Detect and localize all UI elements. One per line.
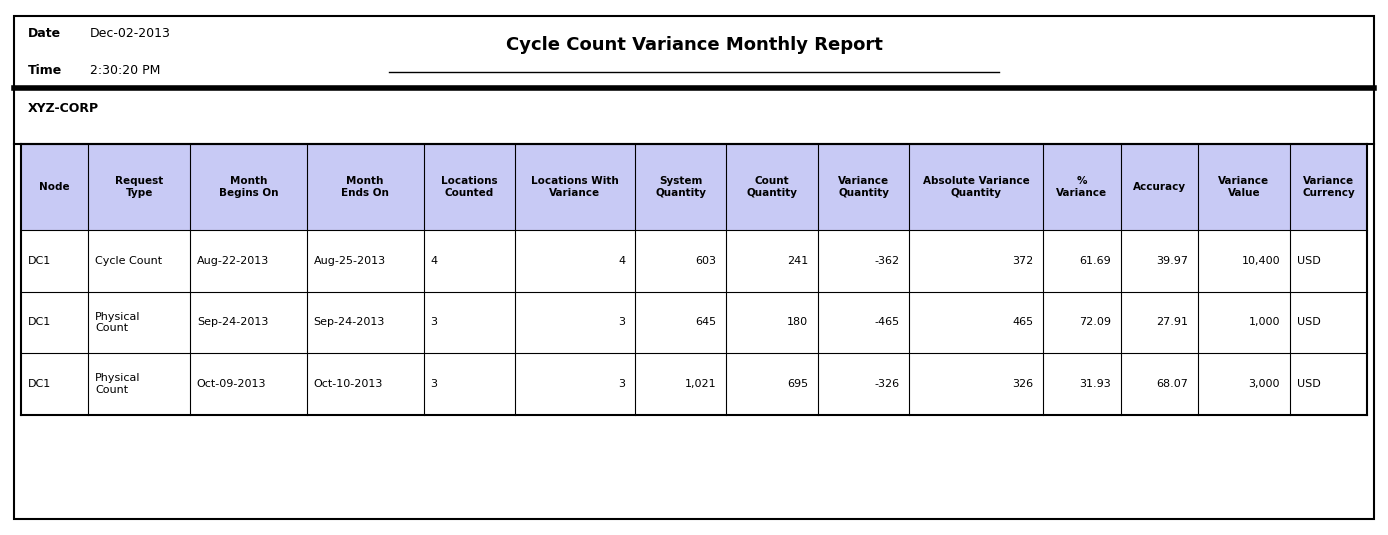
Text: DC1: DC1 (28, 256, 51, 266)
Text: 695: 695 (787, 379, 808, 389)
Text: 31.93: 31.93 (1080, 379, 1110, 389)
Text: USD: USD (1296, 256, 1320, 266)
Text: Variance
Currency: Variance Currency (1302, 177, 1355, 198)
Text: 4: 4 (618, 256, 625, 266)
Text: 241: 241 (787, 256, 808, 266)
Text: 72.09: 72.09 (1078, 317, 1110, 327)
Text: 3: 3 (430, 317, 437, 327)
Text: 61.69: 61.69 (1080, 256, 1110, 266)
Text: Variance
Quantity: Variance Quantity (838, 177, 890, 198)
Text: Date: Date (28, 27, 61, 40)
Text: 3: 3 (430, 379, 437, 389)
Text: USD: USD (1296, 379, 1320, 389)
Text: Sep-24-2013: Sep-24-2013 (314, 317, 384, 327)
Text: -362: -362 (874, 256, 899, 266)
Text: 27.91: 27.91 (1156, 317, 1188, 327)
Text: 10,400: 10,400 (1241, 256, 1280, 266)
Text: Variance
Value: Variance Value (1219, 177, 1270, 198)
Text: 603: 603 (695, 256, 716, 266)
Text: DC1: DC1 (28, 379, 51, 389)
Text: Cycle Count Variance Monthly Report: Cycle Count Variance Monthly Report (505, 36, 883, 55)
Text: 645: 645 (695, 317, 716, 327)
Text: 3: 3 (618, 317, 625, 327)
Text: Dec-02-2013: Dec-02-2013 (90, 27, 171, 40)
Text: Absolute Variance
Quantity: Absolute Variance Quantity (923, 177, 1030, 198)
Text: USD: USD (1296, 317, 1320, 327)
Text: Physical
Count: Physical Count (96, 373, 140, 395)
Text: Aug-22-2013: Aug-22-2013 (197, 256, 269, 266)
Text: Oct-10-2013: Oct-10-2013 (314, 379, 383, 389)
Text: Oct-09-2013: Oct-09-2013 (197, 379, 266, 389)
Text: 465: 465 (1012, 317, 1034, 327)
Text: Accuracy: Accuracy (1133, 182, 1185, 192)
Text: Sep-24-2013: Sep-24-2013 (197, 317, 268, 327)
Text: Physical
Count: Physical Count (96, 311, 140, 333)
Text: 326: 326 (1012, 379, 1034, 389)
Text: Aug-25-2013: Aug-25-2013 (314, 256, 386, 266)
Text: -465: -465 (874, 317, 899, 327)
Text: %
Variance: % Variance (1056, 177, 1108, 198)
Text: 68.07: 68.07 (1156, 379, 1188, 389)
Text: 3,000: 3,000 (1249, 379, 1280, 389)
Text: 4: 4 (430, 256, 437, 266)
Text: Request
Type: Request Type (115, 177, 164, 198)
Text: Locations With
Variance: Locations With Variance (532, 177, 619, 198)
Text: Time: Time (28, 64, 62, 77)
Text: 180: 180 (787, 317, 808, 327)
Text: 1,000: 1,000 (1249, 317, 1280, 327)
Text: Count
Quantity: Count Quantity (747, 177, 798, 198)
Text: Cycle Count: Cycle Count (96, 256, 162, 266)
Text: 3: 3 (618, 379, 625, 389)
Text: Month
Begins On: Month Begins On (218, 177, 278, 198)
Text: DC1: DC1 (28, 317, 51, 327)
Text: 372: 372 (1012, 256, 1034, 266)
Text: 2:30:20 PM: 2:30:20 PM (90, 64, 161, 77)
Text: Node: Node (39, 182, 69, 192)
Text: Month
Ends On: Month Ends On (341, 177, 389, 198)
Text: -326: -326 (874, 379, 899, 389)
Text: 1,021: 1,021 (686, 379, 716, 389)
Text: 39.97: 39.97 (1156, 256, 1188, 266)
Text: System
Quantity: System Quantity (655, 177, 706, 198)
Text: Locations
Counted: Locations Counted (441, 177, 498, 198)
Text: XYZ-CORP: XYZ-CORP (28, 102, 99, 114)
